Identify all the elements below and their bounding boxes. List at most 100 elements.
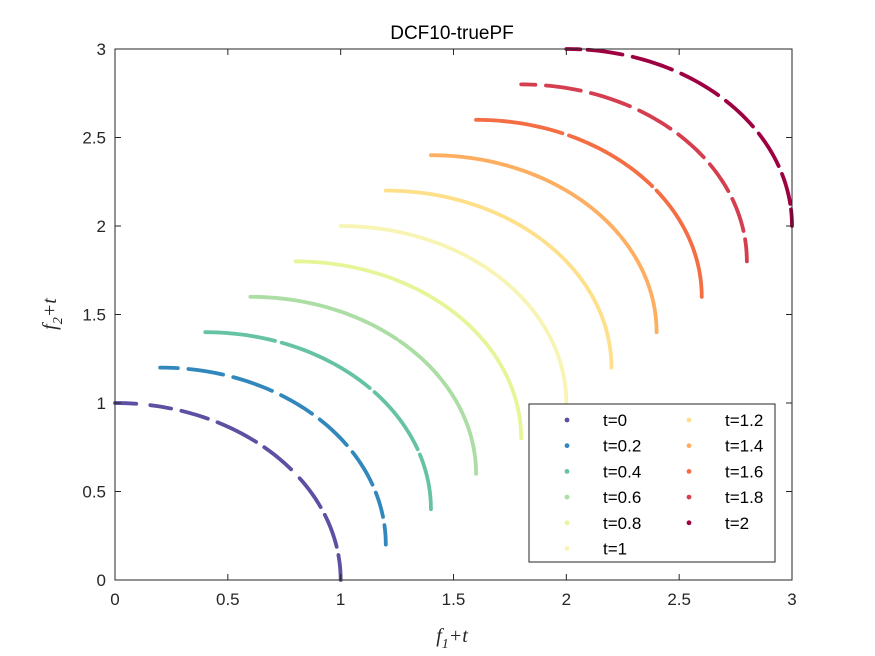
legend-label: t=0.4 (603, 462, 641, 481)
series-segment (589, 91, 632, 109)
series-t=1.8 (519, 82, 749, 264)
series-t=1.2 (383, 188, 614, 370)
y-tick-label: 2 (97, 217, 106, 236)
legend-marker (564, 520, 570, 526)
legend-item: t=2 (686, 514, 749, 533)
series-segment (372, 390, 420, 452)
series-segment (429, 153, 622, 237)
series-segment (338, 224, 569, 405)
y-tick-label: 1.5 (82, 306, 106, 325)
legend-marker (564, 494, 570, 500)
series-segment (322, 512, 339, 549)
legend-item: t=0.8 (564, 514, 641, 533)
legend-item: t=1.4 (686, 437, 763, 456)
series-segment (231, 375, 274, 393)
legend: t=0 t=0.2 t=0.4 t=0.6 t=0.8 t=1 t=1.2 t=1.4 t=1.… (528, 403, 776, 563)
series-segment (248, 294, 399, 342)
legend-marker (564, 469, 570, 474)
series-segment (148, 403, 174, 411)
legend-item: t=1.2 (686, 411, 763, 430)
x-tick-label: 3 (787, 590, 796, 609)
y-tick-label: 1 (97, 394, 106, 413)
legend-marker (564, 546, 570, 551)
legend-box (528, 403, 776, 563)
series-segment (179, 408, 210, 421)
series-segment (417, 452, 433, 512)
chart-title: DCF10-truePF (390, 23, 514, 44)
legend-label: t=1.4 (725, 437, 763, 456)
series-segment (279, 340, 372, 390)
series-segment (203, 330, 277, 343)
y-tick-label: 0.5 (82, 483, 106, 502)
series-t=1.6 (474, 117, 704, 299)
series-segment (743, 237, 749, 264)
x-axis-label-suffix: +t (449, 625, 468, 647)
series-segment (297, 476, 323, 510)
series-segment (317, 417, 349, 448)
series-segment (567, 133, 655, 189)
series-segment (654, 188, 704, 299)
legend-marker (686, 469, 692, 474)
y-axis-label-subscript: 2 (51, 317, 66, 324)
x-tick-label: 0.5 (216, 590, 240, 609)
y-axis-label-suffix: +t (39, 298, 61, 317)
series-segment (730, 196, 746, 233)
series-segment (350, 450, 375, 487)
legend-label: t=1.6 (725, 462, 763, 481)
legend-label: t=1 (603, 540, 627, 559)
legend-item: t=1 (564, 540, 627, 559)
series-t=0.6 (248, 294, 478, 476)
y-axis-label: f2+t (39, 298, 66, 330)
y-tick-label: 0 (97, 571, 106, 590)
legend-label: t=0.8 (603, 514, 641, 533)
series-segment (756, 131, 781, 168)
legend-label: t=0 (603, 411, 627, 430)
series-segment (279, 393, 314, 416)
series-segment (186, 367, 225, 377)
legend-marker (686, 494, 692, 500)
legend-label: t=2 (725, 514, 749, 533)
legend-item: t=0.4 (564, 462, 641, 481)
series-t=1.4 (429, 153, 659, 335)
legend-item: t=0.6 (564, 488, 641, 507)
series-segment (474, 117, 565, 136)
legend-label: t=1.2 (725, 411, 763, 430)
x-tick-label: 0 (110, 590, 119, 609)
series-segment (397, 339, 478, 476)
series-segment (630, 54, 674, 72)
x-axis-label-base: f (436, 625, 444, 647)
series-t=0.8 (293, 259, 524, 441)
legend-marker (686, 417, 692, 423)
series-segment (544, 83, 583, 93)
x-axis-label-subscript: 1 (442, 637, 449, 652)
y-axis-label-base: f (39, 322, 61, 330)
series-segment (540, 238, 614, 370)
legend-marker (564, 443, 570, 449)
x-tick-label: 2.5 (667, 590, 691, 609)
series-segment (585, 47, 625, 57)
series-segment (780, 172, 793, 206)
series-segment (373, 490, 385, 519)
series-segment (215, 420, 258, 444)
legend-marker (686, 443, 692, 449)
series-segment (262, 445, 294, 472)
series-t=1 (338, 224, 569, 405)
series-segment (293, 259, 524, 441)
series-segment (158, 365, 180, 371)
y-axis-ticks: 0 0.5 1 1.5 2 2.5 3 (82, 40, 792, 590)
series-t=0.2 (158, 365, 388, 547)
series-t=0.4 (203, 330, 433, 512)
legend-label: t=1.8 (725, 488, 763, 507)
series-segment (724, 98, 755, 129)
legend-item: t=0 (564, 411, 627, 430)
y-tick-label: 3 (97, 40, 106, 59)
series-segment (707, 162, 731, 193)
series-segment (619, 235, 659, 335)
series-segment (676, 132, 706, 160)
series-segment (637, 108, 673, 131)
legend-label: t=0.2 (603, 437, 641, 456)
x-tick-label: 2 (562, 590, 571, 609)
legend-label: t=0.6 (603, 488, 641, 507)
legend-marker (686, 520, 692, 526)
